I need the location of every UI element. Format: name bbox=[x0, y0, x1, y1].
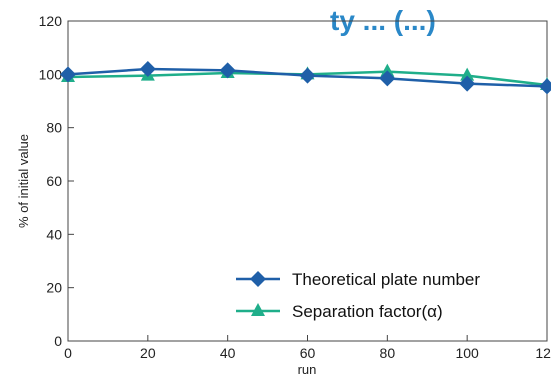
data-point-diamond bbox=[299, 67, 316, 84]
data-point-diamond bbox=[379, 70, 396, 87]
legend-item-separation-factor: Separation factor(α) bbox=[236, 302, 443, 321]
data-point-diamond bbox=[459, 75, 476, 92]
legend-label-1: Separation factor(α) bbox=[292, 302, 443, 321]
y-tick-label: 20 bbox=[46, 280, 62, 296]
y-axis-ticks: 0 20 40 60 80 100 120 bbox=[39, 13, 74, 349]
y-tick-label: 0 bbox=[54, 333, 62, 349]
data-point-diamond bbox=[219, 62, 236, 79]
data-point-diamond bbox=[60, 66, 76, 83]
x-tick-label: 60 bbox=[300, 345, 316, 361]
x-tick-label: 120 bbox=[535, 345, 551, 361]
x-tick-label: 20 bbox=[140, 345, 156, 361]
data-point-diamond bbox=[539, 78, 551, 95]
legend: Theoretical plate number Separation fact… bbox=[236, 270, 480, 321]
y-tick-label: 60 bbox=[46, 173, 62, 189]
x-axis-ticks: 0 20 40 60 80 100 120 bbox=[64, 335, 551, 361]
series-0 bbox=[60, 61, 551, 95]
y-tick-label: 100 bbox=[39, 66, 63, 82]
series-layer bbox=[60, 61, 551, 95]
x-tick-label: 40 bbox=[220, 345, 236, 361]
x-tick-label: 80 bbox=[380, 345, 396, 361]
data-point-triangle bbox=[460, 67, 475, 81]
data-point-diamond bbox=[139, 61, 156, 77]
legend-item-theoretical-plate-number: Theoretical plate number bbox=[236, 270, 480, 289]
x-axis-title: run bbox=[298, 362, 317, 377]
legend-marker-triangle bbox=[251, 303, 265, 316]
legend-label-0: Theoretical plate number bbox=[292, 270, 480, 289]
y-tick-label: 80 bbox=[46, 120, 62, 136]
data-point-triangle bbox=[380, 63, 395, 77]
x-tick-label: 0 bbox=[64, 345, 72, 361]
x-tick-label: 100 bbox=[455, 345, 479, 361]
legend-marker-diamond bbox=[250, 271, 266, 287]
y-tick-label: 40 bbox=[46, 226, 62, 242]
y-axis-title: % of initial value bbox=[16, 134, 31, 228]
y-tick-label: 120 bbox=[39, 13, 63, 29]
